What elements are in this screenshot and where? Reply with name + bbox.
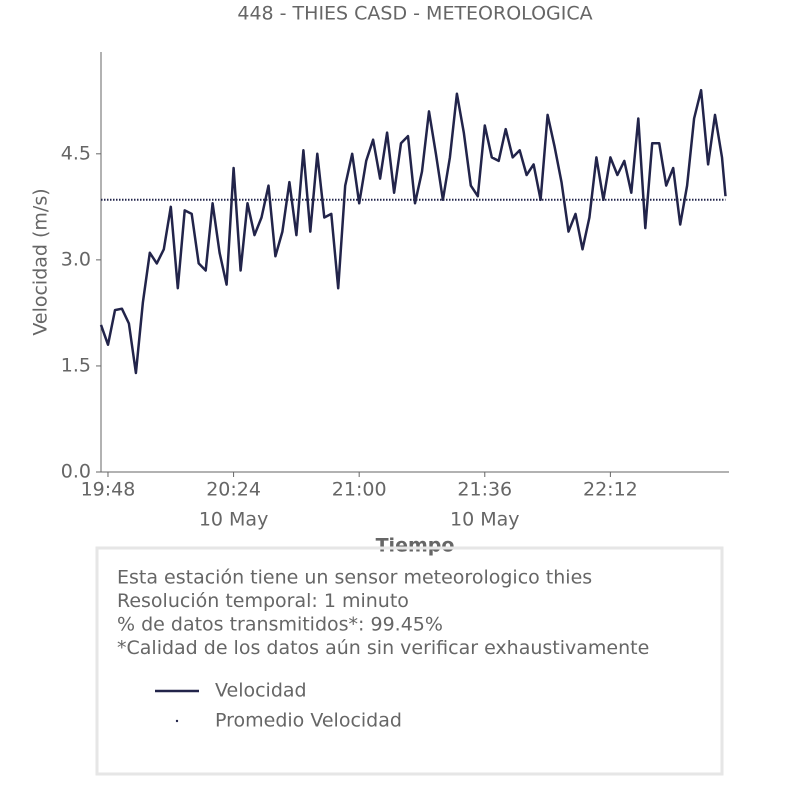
series-line	[99, 88, 727, 375]
x-tick-label: 21:00	[332, 479, 387, 501]
y-axis-label: Velocidad (m/s)	[30, 188, 52, 335]
y-tick-label: 3.0	[61, 248, 91, 270]
info-text: Resolución temporal: 1 minuto	[117, 590, 409, 612]
legend-label: Velocidad	[215, 680, 307, 702]
x-tick-label: 22:12	[583, 479, 638, 501]
info-box	[95, 546, 724, 776]
x-tick-label: 19:48	[81, 479, 136, 501]
y-tick-label: 4.5	[61, 142, 91, 164]
info-text: % de datos transmitidos*: 99.45%	[117, 614, 443, 636]
legend-label: Promedio Velocidad	[215, 710, 402, 732]
x-tick-label: 20:24	[206, 479, 261, 501]
legend-marker	[175, 719, 179, 723]
y-tick-label: 0.0	[61, 461, 91, 483]
info-text: Esta estación tiene un sensor meteorolog…	[117, 567, 592, 589]
x-axis-label: Tiempo	[376, 535, 455, 557]
x-tick-label: 10 May	[199, 509, 269, 531]
chart-title: 448 - THIES CASD - METEOROLOGICA	[237, 3, 592, 25]
y-tick-label: 1.5	[61, 354, 91, 376]
info-text: *Calidad de los datos aún sin verificar …	[117, 637, 649, 659]
x-tick-label: 21:36	[457, 479, 512, 501]
x-tick-label: 10 May	[450, 509, 520, 531]
